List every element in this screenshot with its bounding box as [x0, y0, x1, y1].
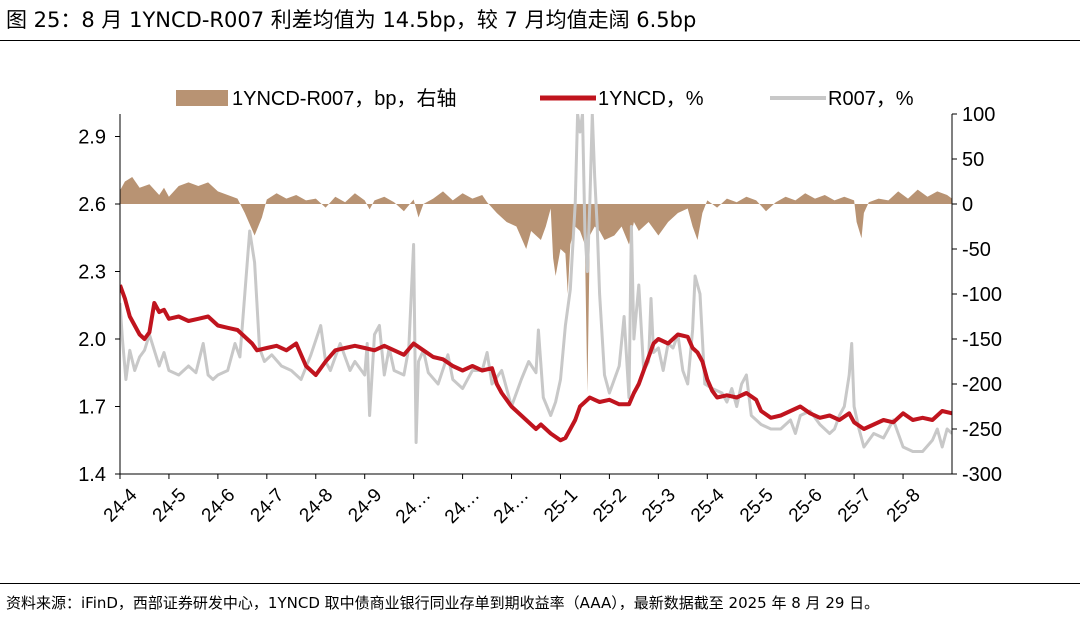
x-tick-label: 24-5: [149, 485, 191, 527]
x-tick-label: 24-9: [345, 485, 387, 527]
plot-area: [120, 114, 952, 453]
source-divider: [0, 583, 1080, 584]
left-tick-label: 2.3: [78, 262, 106, 284]
x-tick-label: 25-8: [883, 485, 925, 527]
legend-label: 1YNCD，%: [598, 88, 704, 110]
left-tick-label: 1.4: [78, 464, 106, 486]
left-tick-label: 2.6: [78, 194, 106, 216]
left-tick-label: 2.0: [78, 329, 106, 351]
chart-title: 图 25：8 月 1YNCD-R007 利差均值为 14.5bp，较 7 月均值…: [6, 8, 697, 32]
right-tick-label: -50: [962, 239, 991, 261]
right-tick-label: -200: [962, 374, 1002, 396]
x-tick-label: 24…: [392, 485, 435, 528]
right-tick-label: -250: [962, 419, 1002, 441]
right-tick-label: -300: [962, 464, 1002, 486]
series-spread-area: [120, 177, 952, 393]
x-tick-label: 25-6: [785, 485, 827, 527]
x-tick-label: 24-6: [198, 485, 240, 527]
axes: 1.4 1.7 2.0 2.3 2.6 2.9 -300 -250 -200 -150 -100 -5…: [78, 104, 1002, 528]
x-tick-label: 25-7: [834, 485, 876, 527]
x-tick-label: 25-5: [736, 485, 778, 527]
x-tick-label: 24-8: [296, 485, 338, 527]
right-tick-label: 50: [962, 149, 984, 171]
x-tick-label: 25-4: [687, 484, 729, 526]
right-tick-label: 0: [962, 194, 973, 216]
series-1yncd-line: [120, 284, 952, 443]
spread-chart: 1YNCD-R007，bp，右轴 1YNCD，% R007，% 1.4 1.7 2.0 2…: [78, 87, 1002, 528]
x-tick-label: 24-7: [247, 485, 289, 527]
legend-label: 1YNCD-R007，bp，右轴: [232, 87, 457, 110]
legend: 1YNCD-R007，bp，右轴 1YNCD，% R007，%: [176, 87, 914, 110]
x-tick-label: 24…: [441, 485, 484, 528]
x-tick-label: 24-4: [100, 484, 142, 526]
right-tick-label: -100: [962, 284, 1002, 306]
series-r007-line: [120, 114, 952, 453]
legend-label: R007，%: [828, 88, 914, 110]
right-tick-label: 100: [962, 104, 995, 126]
left-tick-label: 1.7: [78, 397, 106, 419]
x-tick-label: 24…: [490, 485, 533, 528]
right-tick-label: -150: [962, 329, 1002, 351]
legend-swatch-spread: [176, 90, 228, 106]
title-divider: [0, 40, 1080, 41]
x-tick-label: 25-1: [540, 485, 582, 527]
x-tick-label: 25-2: [589, 485, 631, 527]
source-note: 资料来源：iFinD，西部证券研发中心，1YNCD 取中债商业银行同业存单到期收…: [6, 594, 880, 612]
left-tick-label: 2.9: [78, 127, 106, 149]
x-tick-label: 25-3: [638, 485, 680, 527]
